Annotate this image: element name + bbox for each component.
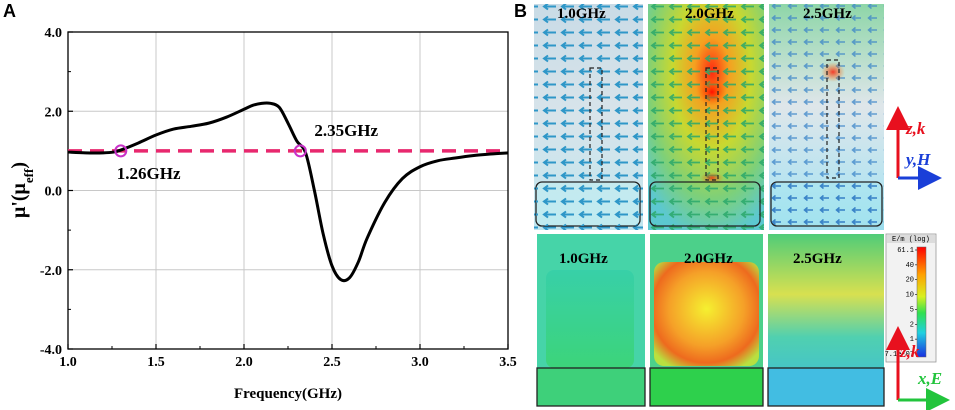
x-tick-label: 3.0 (411, 355, 429, 370)
markers: 1.26GHz 2.35GHz (114, 121, 379, 183)
field-plot-3: 2.5GHz (767, 234, 885, 407)
axes-indicator-top: z,k y,H (886, 106, 942, 190)
y-axis-label: μ'(μeff) (8, 162, 36, 218)
marker-label: 1.26GHz (117, 164, 181, 183)
x-axis-label: Frequency(GHz) (234, 386, 342, 402)
marker-circle (114, 144, 128, 158)
y-axis-label-sub: eff (21, 168, 36, 183)
axis-label-zk-bottom: z,k (899, 342, 920, 361)
legend-tick-label: 20 (906, 277, 914, 285)
y-tick-label: 0.0 (45, 185, 63, 200)
x-tick-label: 2.5 (323, 355, 341, 370)
x-tick-label: 2.0 (235, 355, 253, 370)
axis-label-yh: y,H (904, 150, 931, 169)
mu-curve-line (67, 101, 509, 283)
axis-label-xe: x,E (917, 369, 942, 388)
y-tick-label: 4.0 (45, 26, 63, 41)
axes-indicator-bottom: z,k x,E (886, 326, 950, 410)
legend-tick-label: 2 (910, 321, 914, 329)
y-axis-label-main: μ'(μ (8, 182, 30, 218)
panel-a-letter: A (3, 1, 16, 21)
flow-freq-label-2: 2.0GHz (685, 6, 734, 22)
field-freq-label-1: 1.0GHz (559, 251, 608, 267)
tick-labels: 1.0 1.5 2.0 2.5 3.0 3.5 4.0 2.0 0.0 -2.0 -4.0 (40, 26, 517, 370)
marker-circle (293, 144, 307, 158)
field-plot-1: 1.0GHz (536, 234, 646, 407)
legend-header: E/m (log) (892, 236, 930, 244)
legend-tick-label: 10 (906, 292, 914, 300)
flow-plot-3: 2.5GHz (769, 4, 884, 230)
marker-label: 2.35GHz (314, 121, 378, 140)
x-tick-label: 1.5 (147, 355, 165, 370)
flow-freq-label-3: 2.5GHz (803, 6, 852, 22)
chart-grid (67, 31, 509, 350)
legend-tick-label: 40 (906, 262, 914, 270)
x-tick-label: 1.0 (59, 355, 77, 370)
flow-freq-label-1: 1.0GHz (557, 6, 606, 22)
y-axis-label-close: ) (8, 162, 30, 169)
legend-tick-label: 61.1 (897, 247, 914, 255)
legend-tick-label: 5 (910, 306, 914, 314)
field-plot-2: 2.0GHz (649, 234, 764, 407)
flow-plot-1: 1.0GHz (534, 4, 643, 230)
mu-curve (67, 101, 509, 283)
y-tick-label: -2.0 (40, 264, 62, 279)
legend-tick-label: 1 (910, 336, 914, 344)
flow-plot-2: 2.0GHz (648, 4, 764, 230)
x-tick-label: 3.5 (499, 355, 517, 370)
y-tick-label: -4.0 (40, 343, 62, 358)
y-tick-label: 2.0 (45, 105, 63, 120)
field-freq-label-2: 2.0GHz (684, 251, 733, 267)
axis-label-zk-top: z,k (905, 119, 926, 138)
field-freq-label-3: 2.5GHz (793, 251, 842, 267)
color-legend: E/m (log) 61.14020105217.1e-07 (885, 233, 937, 363)
panel-b-letter: B (514, 1, 527, 21)
